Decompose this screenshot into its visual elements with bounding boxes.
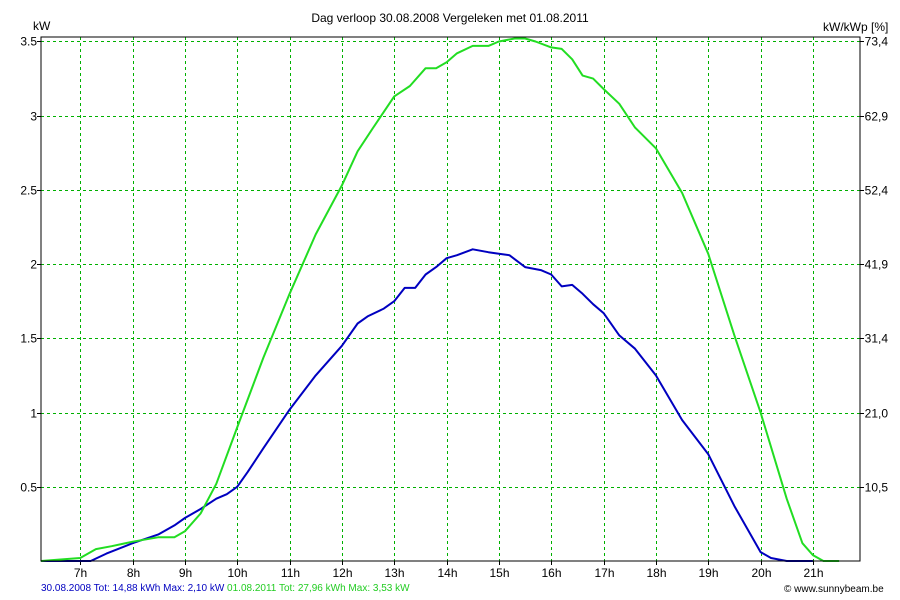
y-tick-label-left: 1.5 xyxy=(20,332,37,346)
y-tick-label-left: 1 xyxy=(30,407,37,421)
x-tick-label: 20h xyxy=(751,566,771,580)
x-tick-label: 16h xyxy=(541,566,561,580)
right-axis-unit: kW/kWp [%] xyxy=(823,20,889,34)
y-tick-label-right: 62,9 xyxy=(865,110,889,124)
grid xyxy=(41,37,860,561)
footer-series-2008: 30.08.2008 Tot: 14,88 kWh Max: 2,10 kW xyxy=(41,583,225,594)
copyright: © www.sunnybeam.be xyxy=(784,584,884,595)
y-tick-labels: 0.5 10,5 1 21,0 1.5 31,4 2 41,9 2.5 52,4 3 62,9 3.5 7… xyxy=(20,35,888,495)
series-line-30-08-2008 xyxy=(41,248,813,562)
y-tick-label-left: 0.5 xyxy=(20,481,37,495)
x-tick-label: 10h xyxy=(227,566,247,580)
series-group xyxy=(40,37,840,562)
plot-frame xyxy=(40,36,861,562)
x-tick-label: 19h xyxy=(698,566,718,580)
x-tick-label: 9h xyxy=(179,566,192,580)
x-tick-label: 15h xyxy=(489,566,509,580)
ticks xyxy=(37,41,864,565)
y-tick-label-right: 21,0 xyxy=(865,407,889,421)
y-tick-label-right: 41,9 xyxy=(865,258,889,272)
x-tick-label: 17h xyxy=(594,566,614,580)
chart-footer: 30.08.2008 Tot: 14,88 kWh Max: 2,10 kW 0… xyxy=(41,583,410,594)
x-tick-label: 14h xyxy=(437,566,457,580)
y-tick-label-left: 3.5 xyxy=(20,35,37,49)
y-tick-label-right: 52,4 xyxy=(865,184,889,198)
y-tick-label-right: 73,4 xyxy=(865,35,889,49)
y-tick-label-right: 31,4 xyxy=(865,332,889,346)
chart-title: Dag verloop 30.08.2008 Vergeleken met 01… xyxy=(311,11,589,25)
y-tick-label-right: 10,5 xyxy=(865,481,889,495)
series-line-01-08-2011 xyxy=(40,37,840,562)
x-tick-label: 18h xyxy=(646,566,666,580)
x-tick-label: 13h xyxy=(384,566,404,580)
x-tick-labels: 7h 8h 9h 10h 11h 12h 13h 14h 15h 16h 17h 18h 19h 20h 2… xyxy=(74,566,824,580)
x-tick-label: 8h xyxy=(127,566,140,580)
left-axis-unit: kW xyxy=(33,19,51,33)
x-tick-label: 11h xyxy=(281,566,300,580)
x-tick-label: 21h xyxy=(803,566,823,580)
y-tick-label-left: 3 xyxy=(30,110,37,124)
x-tick-label: 7h xyxy=(74,566,87,580)
y-tick-label-left: 2.5 xyxy=(20,184,37,198)
y-tick-label-left: 2 xyxy=(30,258,37,272)
footer-series-2011: 01.08.2011 Tot: 27,96 kWh Max: 3,53 kW xyxy=(227,583,410,594)
x-tick-label: 12h xyxy=(332,566,352,580)
